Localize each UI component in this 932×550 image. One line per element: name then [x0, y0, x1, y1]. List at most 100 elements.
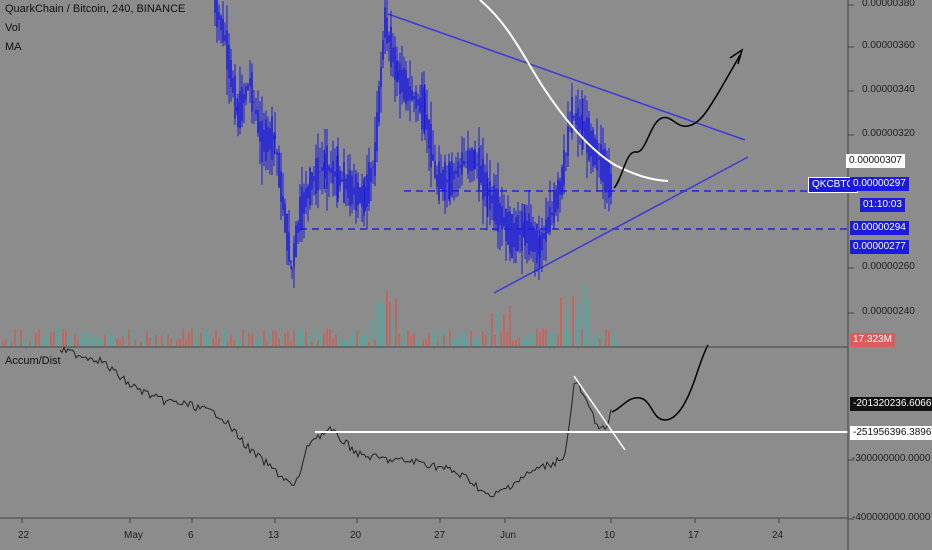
price-candle: [263, 129, 265, 152]
price-candle: [382, 40, 384, 60]
price-candle: [600, 144, 602, 180]
price-candle: [604, 148, 606, 193]
volume-bar: [377, 301, 379, 346]
volume-bar: [299, 328, 301, 346]
volume-bar: [302, 329, 304, 346]
price-candle: [241, 87, 243, 121]
volume-bar: [41, 339, 43, 346]
price-candle: [442, 169, 444, 193]
price-candle: [530, 222, 532, 251]
price-candle: [565, 154, 567, 156]
volume-bar: [554, 335, 556, 346]
price-candle: [251, 71, 253, 112]
price-candle: [407, 78, 409, 102]
volume-bar: [323, 333, 325, 346]
price-candle: [426, 114, 428, 130]
ad-axis-tick: -400000000.0000: [852, 512, 931, 523]
volume-bar: [227, 341, 229, 346]
volume-bar: [320, 333, 322, 346]
vol-label[interactable]: Vol: [5, 22, 21, 34]
volume-bar: [494, 334, 496, 346]
volume-bar: [191, 328, 193, 346]
price-tick: 0.00000260: [862, 261, 915, 272]
volume-bar: [80, 337, 82, 346]
ad-projection-path: [611, 344, 709, 421]
volume-bar: [17, 336, 19, 346]
price-candle: [364, 186, 366, 211]
price-candle: [357, 182, 359, 205]
ma-label[interactable]: MA: [5, 41, 22, 53]
price-candle: [487, 188, 489, 196]
price-candle: [321, 167, 323, 171]
price-candle: [534, 230, 536, 253]
price-candle: [347, 174, 349, 198]
volume-bar: [608, 330, 610, 346]
volume-bar: [122, 336, 124, 346]
price-candle: [261, 120, 263, 163]
volume-bar: [470, 331, 472, 346]
volume-bar: [509, 305, 511, 346]
volume-bar: [350, 336, 352, 346]
volume-bar: [224, 329, 226, 346]
price-candle: [274, 135, 276, 139]
price-candle: [388, 35, 390, 43]
price-candle: [553, 191, 555, 223]
ascending-trendline: [493, 156, 749, 294]
volume-bar: [521, 339, 523, 346]
volume-bar: [596, 334, 598, 346]
price-candle: [461, 152, 463, 175]
volume-bar: [407, 330, 409, 346]
volume-bar: [488, 330, 490, 346]
support-upper-tag: 0.00000294: [850, 221, 909, 235]
volume-bar: [170, 338, 172, 346]
price-candle: [366, 174, 368, 208]
volume-bar: [569, 331, 571, 346]
price-candle: [608, 162, 610, 198]
volume-bar: [386, 290, 388, 346]
volume-bar: [254, 338, 256, 346]
volume-bar: [527, 339, 529, 346]
price-candle: [586, 117, 588, 153]
volume-bar: [419, 338, 421, 346]
price-candle: [271, 116, 273, 160]
price-candle: [539, 235, 541, 259]
volume-tag: 17.323M: [850, 333, 895, 347]
price-candle: [222, 19, 224, 43]
volume-bar: [260, 335, 262, 346]
volume-bar: [113, 336, 115, 346]
indicator-label[interactable]: Accum/Dist: [5, 355, 61, 367]
volume-bar: [491, 313, 493, 346]
price-candle: [297, 222, 299, 234]
price-candle: [545, 219, 547, 242]
volume-bar: [92, 334, 94, 346]
volume-bar: [278, 338, 280, 346]
price-candle: [230, 59, 232, 88]
price-candle: [446, 179, 448, 183]
price-candle: [284, 203, 286, 233]
price-candle: [249, 78, 251, 86]
volume-bar: [383, 305, 385, 346]
volume-bar: [545, 328, 547, 346]
chart-title: QuarkChain / Bitcoin, 240, BINANCE: [5, 3, 186, 15]
price-candle: [409, 86, 411, 100]
volume-bar: [53, 331, 55, 346]
volume-bar: [83, 332, 85, 346]
price-candle: [376, 112, 378, 152]
volume-bar: [221, 337, 223, 346]
price-candle: [334, 171, 336, 177]
price-candle: [370, 168, 372, 182]
volume-bar: [437, 340, 439, 346]
price-candle: [399, 62, 401, 95]
price-tick: 0.00000380: [862, 0, 915, 9]
volume-bar: [500, 331, 502, 346]
price-candle: [307, 185, 309, 199]
volume-bar: [35, 333, 37, 346]
price-projection-arrowhead: [729, 48, 744, 65]
time-tick: Jun: [500, 530, 517, 541]
volume-bar: [326, 328, 328, 346]
volume-bar: [515, 340, 517, 346]
price-candle: [517, 215, 519, 251]
price-candle: [569, 128, 571, 130]
volume-bar: [536, 328, 538, 346]
